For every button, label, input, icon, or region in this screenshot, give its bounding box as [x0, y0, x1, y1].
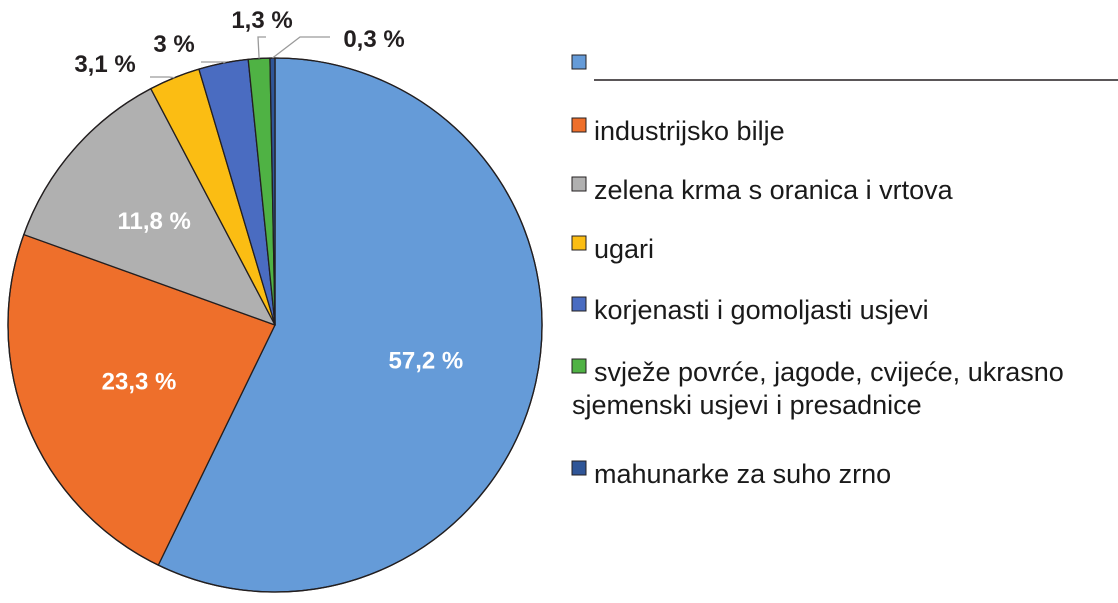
leader-line — [150, 76, 175, 79]
legend-label: sjemenski usjevi i presadnice — [572, 390, 922, 420]
slice-label: 3 % — [153, 31, 194, 58]
legend-swatch — [571, 296, 587, 312]
legend-label: svježe povrće, jagode, cvijeće, ukrasno — [594, 357, 1064, 387]
leader-lines — [150, 36, 330, 79]
leader-line — [257, 36, 266, 59]
legend-swatch — [571, 176, 587, 192]
pie-outline — [7, 57, 543, 593]
slice-label: 57,2 % — [389, 348, 464, 375]
slice-label: 3,1 % — [74, 51, 135, 78]
legend-label: industrijsko bilje — [594, 116, 785, 146]
leader-line — [272, 36, 330, 59]
slice-label: 1,3 % — [231, 7, 292, 34]
legend-swatch — [571, 54, 587, 70]
slice-label: 0,3 % — [343, 26, 404, 53]
legend-swatch — [571, 235, 587, 251]
slice-labels: 57,2 % 23,3 % 11,8 % 3,1 % 3 % 1,3 % 0,3 % — [74, 7, 463, 395]
legend-label: ugari — [594, 234, 654, 264]
legend-label: zelena krma s oranica i vrtova — [594, 175, 954, 205]
leader-line — [201, 61, 228, 64]
slice-label: 23,3 % — [102, 368, 177, 395]
legend-swatch — [571, 358, 587, 374]
legend-swatch — [571, 460, 587, 476]
legend-label: mahunarke za suho zrno — [594, 459, 891, 489]
slice-label: 11,8 % — [117, 208, 190, 235]
legend-label: korjenasti i gomoljasti usjevi — [594, 295, 929, 325]
pie-slices — [7, 57, 543, 593]
legend: industrijsko bilje zelena krma s oranica … — [571, 54, 1118, 489]
legend-swatch — [571, 117, 587, 133]
